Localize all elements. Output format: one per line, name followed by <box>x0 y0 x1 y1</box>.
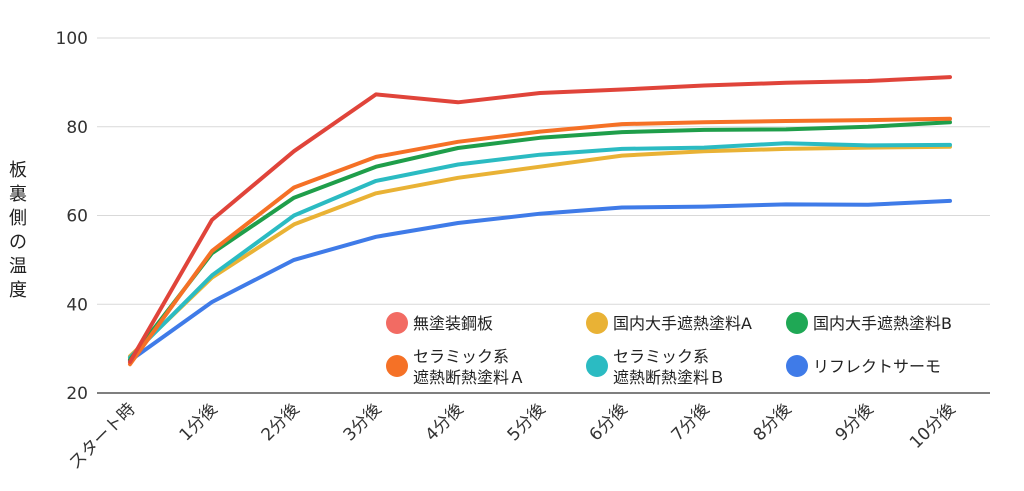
legend-label: 国内大手遮熱塗料A <box>613 314 752 333</box>
legend: 無塗装鋼板 国内大手遮熱塗料A 国内大手遮熱塗料B セラミック系遮熱断熱塗料Ａ セラミッ… <box>386 312 952 387</box>
x-tick-label: 7分後 <box>668 399 714 445</box>
y-axis-label-char: 板 <box>9 160 27 181</box>
legend-marker <box>786 312 808 334</box>
legend-label: セラミック系遮熱断熱塗料Ａ <box>413 347 525 387</box>
x-tick-label: 1分後 <box>176 399 222 445</box>
series-line <box>128 198 952 363</box>
legend-marker <box>586 355 608 377</box>
series-lines <box>128 75 952 367</box>
y-axis-ticks: 20 40 60 80 100 <box>56 29 88 404</box>
y-tick-label: 80 <box>66 118 88 138</box>
y-axis-label-char: の <box>9 232 27 253</box>
y-tick-label: 60 <box>66 207 88 227</box>
x-axis-ticks: スタート時 1分後 2分後 3分後 4分後 5分後 6分後 7分後 8分後 9分後 10分後 <box>65 399 959 473</box>
y-tick-label: 40 <box>66 295 88 315</box>
y-axis-label-char: 度 <box>9 280 27 301</box>
series-line <box>128 116 952 367</box>
legend-label: 国内大手遮熱塗料B <box>813 314 952 333</box>
series-line <box>128 144 952 359</box>
legend-label: セラミック系遮熱断熱塗料Ｂ <box>613 347 725 387</box>
series-line <box>128 120 952 362</box>
legend-label: リフレクトサーモ <box>813 357 941 376</box>
legend-marker <box>586 312 608 334</box>
x-tick-label: 5分後 <box>504 399 550 445</box>
y-tick-label: 20 <box>66 384 88 404</box>
y-tick-label: 100 <box>56 29 88 49</box>
x-tick-label: 9分後 <box>832 399 878 445</box>
y-axis-label-char: 裏 <box>9 184 27 205</box>
x-tick-label: 6分後 <box>586 399 632 445</box>
y-axis-label-char: 側 <box>9 208 27 229</box>
x-tick-label: 4分後 <box>422 399 468 445</box>
legend-marker <box>786 355 808 377</box>
x-tick-label: 10分後 <box>906 399 959 452</box>
series-line <box>128 141 952 360</box>
x-tick-label: 2分後 <box>258 399 304 445</box>
legend-marker <box>386 355 408 377</box>
legend-label: 無塗装鋼板 <box>413 314 493 333</box>
series-line <box>128 75 952 364</box>
x-tick-label: 8分後 <box>750 399 796 445</box>
y-axis-label-char: 温 <box>9 256 27 277</box>
x-tick-label: 3分後 <box>340 399 386 445</box>
legend-marker <box>386 312 408 334</box>
x-tick-label: スタート時 <box>65 399 139 473</box>
